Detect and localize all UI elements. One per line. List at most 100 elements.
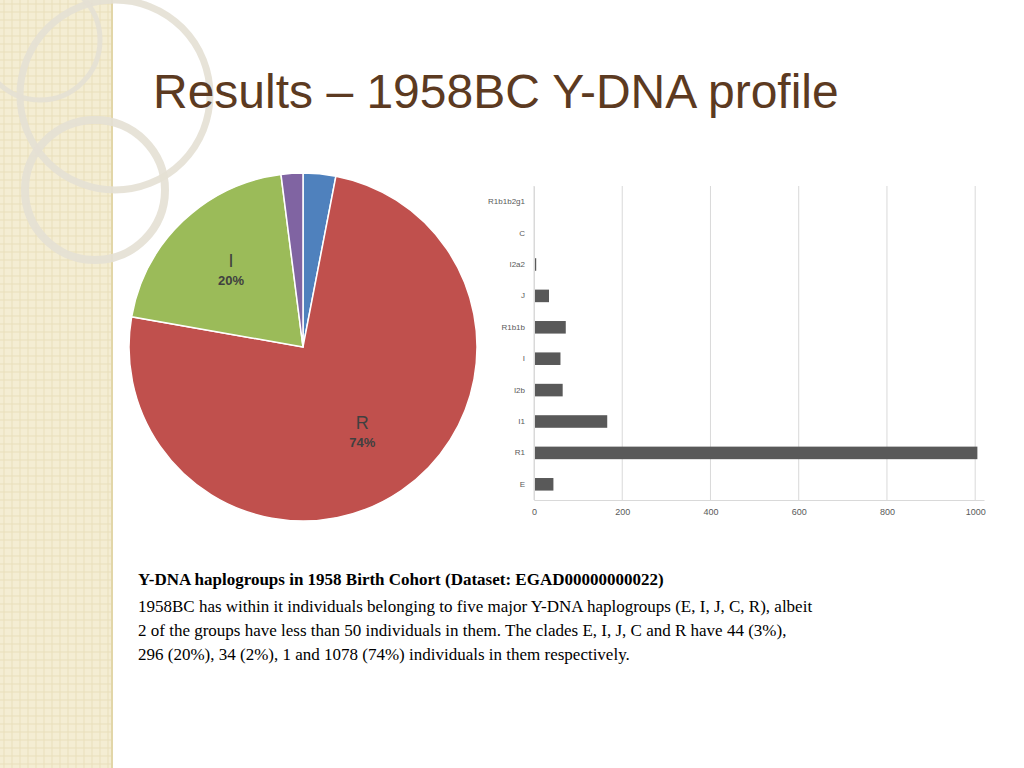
decoration-grid <box>0 572 112 573</box>
decoration-grid <box>76 0 77 768</box>
decoration-grid <box>0 372 112 373</box>
x-tick: 0 <box>532 500 537 517</box>
decoration-grid <box>0 668 112 669</box>
decoration-grid <box>0 300 112 301</box>
bar-chart: 02004006008001000R1b1b2g1CI2a2JR1b1bII2b… <box>488 186 986 517</box>
y-tick-label: I2a2 <box>509 260 525 269</box>
y-tick: R1b1b <box>501 323 534 332</box>
bar <box>534 384 563 397</box>
decoration-grid <box>0 220 112 221</box>
decoration-grid <box>0 556 112 557</box>
decoration-grid <box>0 524 112 525</box>
decoration-grid <box>0 164 112 165</box>
decoration-grid <box>44 0 45 768</box>
decoration-grid <box>0 708 112 709</box>
background <box>0 0 1024 768</box>
slice-label: 74% <box>349 435 375 450</box>
decoration-grid <box>0 460 112 461</box>
decoration-grid <box>0 412 112 413</box>
y-tick: C <box>519 229 534 238</box>
decoration-grid <box>0 724 112 725</box>
slice-category: R <box>356 413 369 433</box>
bars <box>534 195 977 490</box>
x-tick-label: 200 <box>615 507 630 517</box>
decoration-grid <box>0 84 112 85</box>
decoration-grid <box>0 452 112 453</box>
x-tick-label: 0 <box>532 507 537 517</box>
bar <box>534 321 566 334</box>
decoration-grid <box>0 340 112 341</box>
decoration-grid <box>60 0 61 768</box>
decoration-grid <box>52 0 53 768</box>
decoration-grid <box>0 740 112 741</box>
decoration-grid <box>0 732 112 733</box>
pie-slice <box>132 174 303 347</box>
caption-line: 1958BC has within it individuals belongi… <box>138 597 812 616</box>
decoration-grid <box>0 564 112 565</box>
decoration-grid <box>0 332 112 333</box>
decoration-grid <box>0 692 112 693</box>
y-tick: R1 <box>515 448 534 457</box>
decoration-grid <box>0 532 112 533</box>
decoration-grid <box>0 468 112 469</box>
decoration-edge <box>111 0 113 768</box>
y-tick-label: J <box>521 291 525 300</box>
y-tick: R1b1b2g1 <box>488 197 534 206</box>
decoration-grid <box>0 284 112 285</box>
y-tick: I2b <box>514 386 534 395</box>
decoration-grid <box>0 236 112 237</box>
x-tick: 600 <box>792 500 807 517</box>
decoration-grid <box>0 476 112 477</box>
decoration-grid <box>0 364 112 365</box>
decoration-grid <box>0 324 112 325</box>
decoration-grid <box>0 268 112 269</box>
grid-line <box>534 186 535 500</box>
bar <box>534 447 977 460</box>
decoration-grid <box>0 148 112 149</box>
decoration-grid <box>0 492 112 493</box>
decoration-grid <box>0 684 112 685</box>
decoration-grid <box>0 204 112 205</box>
decoration-grid <box>0 748 112 749</box>
caption-line: 296 (20%), 34 (2%), 1 and 1078 (74%) ind… <box>138 645 630 664</box>
decoration-grid <box>0 436 112 437</box>
decoration-grid <box>0 620 112 621</box>
decoration-grid <box>0 540 112 541</box>
x-tick: 200 <box>615 500 630 517</box>
decoration-grid <box>84 0 85 768</box>
decoration-grid <box>0 44 112 45</box>
y-tick-label: E <box>520 480 525 489</box>
bar <box>534 352 560 365</box>
pie-chart: R74%I20% <box>129 173 477 521</box>
decoration-grid <box>0 140 112 141</box>
x-tick-label: 1000 <box>966 507 986 517</box>
decoration-grid <box>0 756 112 757</box>
x-axis-line <box>535 500 985 501</box>
decoration-grid <box>0 52 112 53</box>
decoration-grid <box>0 628 112 629</box>
x-tick: 1000 <box>966 500 986 517</box>
decoration-strip <box>0 0 112 768</box>
decoration-grid <box>0 644 112 645</box>
bar <box>534 290 549 303</box>
decoration-grid <box>0 380 112 381</box>
caption-line: 2 of the groups have less than 50 indivi… <box>138 621 786 640</box>
decoration-grid <box>4 0 5 768</box>
decoration-grid <box>0 700 112 701</box>
decoration-grid <box>0 316 112 317</box>
y-tick-label: I1 <box>518 417 525 426</box>
y-tick: I2a2 <box>509 260 534 269</box>
decoration-grid <box>0 36 112 37</box>
y-tick: E <box>520 480 534 489</box>
decoration-grid <box>0 76 112 77</box>
caption-heading: Y-DNA haplogroups in 1958 Birth Cohort (… <box>138 570 664 589</box>
y-tick-label: C <box>519 229 525 238</box>
decoration-grid <box>0 516 112 517</box>
x-tick-label: 400 <box>703 507 718 517</box>
decoration-grid <box>0 612 112 613</box>
x-axis: 02004006008001000 <box>532 500 986 517</box>
y-tick-label: R1 <box>515 448 526 457</box>
x-tick-label: 600 <box>792 507 807 517</box>
y-tick-label: R1b1b <box>501 323 525 332</box>
y-tick-label: I2b <box>514 386 526 395</box>
